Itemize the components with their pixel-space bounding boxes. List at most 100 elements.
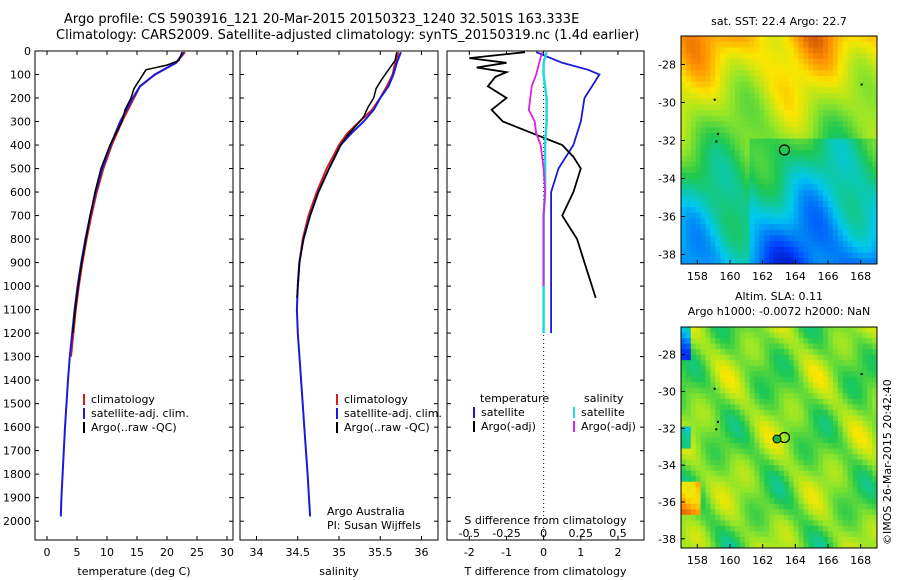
sla-map-cell [695, 514, 702, 521]
sst-map-cell [705, 218, 711, 225]
sla-map-cell [690, 349, 697, 356]
sst-map-cell [725, 189, 731, 197]
sla-map-cell [764, 387, 770, 394]
sla-map-cell [710, 360, 716, 367]
sla-map-cell [823, 431, 829, 439]
sla-map-cell [852, 376, 858, 383]
sst-map-cell [734, 75, 741, 83]
sla-map-cell [725, 426, 731, 433]
sla-map-cell [744, 376, 751, 383]
sst-map-cell [744, 53, 751, 60]
sst-map-cell [837, 41, 844, 48]
island-marker [713, 387, 716, 390]
sst-map-cell [715, 212, 721, 219]
sla-map-cell [690, 481, 697, 488]
sst-map-cell [754, 161, 760, 168]
sst-map-cell [685, 93, 692, 100]
sst-map-cell [798, 58, 804, 65]
sst-map-cell [769, 184, 775, 191]
sla-map-cell [759, 459, 765, 466]
sla-map-cell [867, 343, 873, 350]
sst-map-cell [867, 98, 873, 105]
sla-map-cell [862, 476, 868, 483]
sst-map-cell [803, 172, 809, 179]
sst-map-cell [749, 41, 755, 48]
sst-map-cell [808, 110, 814, 117]
sla-map-cell [685, 503, 692, 510]
sst-map-cell [764, 246, 770, 254]
sla-map-cell [685, 498, 692, 505]
sst-map-cell [774, 201, 780, 208]
sst-map-cell [774, 104, 780, 111]
sst-map-cell [779, 150, 785, 157]
sst-map-cell [852, 138, 858, 145]
sla-map-cell [695, 360, 702, 367]
sst-map-cell [808, 252, 814, 259]
sst-map-cell [710, 53, 716, 60]
sst-map-cell [705, 104, 711, 111]
sla-map-cell [788, 420, 795, 427]
sla-map-cell [867, 338, 873, 345]
sst-map-cell [808, 172, 814, 179]
sla-map-cell [739, 492, 746, 499]
sla-map-cell [774, 338, 780, 345]
sla-map-cell [872, 398, 878, 405]
sla-map-cell [730, 365, 736, 372]
sst-map-cell [739, 150, 746, 157]
sst-map-cell [705, 144, 711, 151]
sst-map-cell [818, 229, 824, 236]
sla-map-cell [759, 338, 765, 345]
sla-map-cell [720, 327, 726, 334]
sst-map-cell [710, 229, 716, 236]
sla-map-cell [754, 382, 760, 389]
sst-map-cell [842, 41, 849, 48]
sla-map-cell [779, 454, 785, 461]
legend-label: climatology [344, 393, 408, 406]
sla-map-cell [764, 338, 770, 345]
sla-map-cell [852, 476, 858, 483]
sst-map-cell [700, 218, 706, 225]
sst-map-cell [744, 104, 751, 111]
sla-map-cell [779, 387, 785, 394]
sla-map-cell [705, 459, 711, 466]
sla-map-cell [832, 525, 839, 532]
sst-map-cell [862, 252, 868, 259]
sla-map-cell [725, 354, 731, 361]
sst-map-cell [818, 75, 824, 83]
sla-map-cell [823, 542, 829, 549]
sla-map-cell [710, 531, 716, 538]
sst-map-cell [720, 47, 726, 54]
sla-map-cell [783, 520, 790, 527]
sla-map-cell [720, 520, 726, 527]
sla-map-cell [695, 415, 702, 422]
sla-map-cell [783, 542, 790, 549]
sst-map-cell [739, 138, 746, 145]
sst-map-cell [681, 189, 687, 197]
sst-map-cell [862, 246, 868, 254]
sla-map-cell [700, 531, 706, 538]
sst-map-cell [842, 144, 849, 151]
sst-map-cell [808, 70, 814, 77]
sla-map-cell [847, 498, 853, 505]
sla-map-cell [779, 465, 785, 472]
sst-map-cell [823, 47, 829, 54]
sst-map-cell [872, 189, 878, 197]
sla-map-cell [788, 404, 795, 411]
sst-map-cell [852, 81, 858, 88]
sst-map-cell [769, 132, 775, 140]
sst-map-cell [779, 144, 785, 151]
sla-map-cell [705, 332, 711, 339]
sla-map-cell [783, 503, 790, 510]
sla-map-cell [793, 542, 800, 549]
sla-map-cell [788, 454, 795, 461]
sla-map-cell [734, 498, 741, 505]
sla-map-cell [779, 476, 785, 483]
sla-map-cell [818, 492, 824, 499]
sst-map-cell [808, 93, 814, 100]
island-marker [860, 83, 863, 86]
sst-map-cell [749, 53, 755, 60]
sst-map-cell [705, 201, 711, 208]
sst-map-cell [798, 75, 804, 83]
sst-map-cell [690, 64, 697, 71]
sla-map-cell [847, 327, 853, 334]
